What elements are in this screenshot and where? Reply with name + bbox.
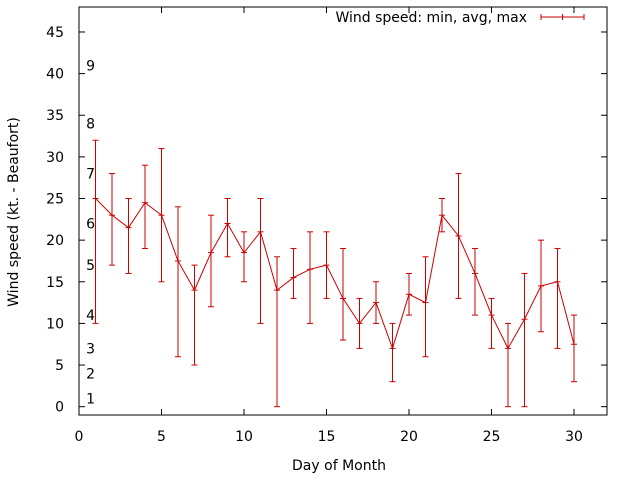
- plot-layer: [92, 139, 577, 408]
- beaufort-scale-label: 7: [86, 167, 95, 183]
- beaufort-scale-label: 5: [86, 258, 95, 274]
- x-tick-label: 25: [483, 429, 501, 445]
- x-tick-label: 5: [157, 429, 166, 445]
- y-tick-label: 30: [46, 150, 64, 166]
- x-tick-label: 30: [565, 429, 583, 445]
- x-tick-label: 10: [235, 429, 253, 445]
- beaufort-scale-label: 8: [86, 117, 95, 133]
- y-tick-label: 45: [46, 25, 64, 41]
- legend: Wind speed: min, avg, max: [335, 10, 585, 26]
- x-tick-label: 20: [400, 429, 418, 445]
- legend-swatch: [540, 14, 585, 20]
- y-tick-label: 20: [46, 233, 64, 249]
- avg-series-line: [95, 198, 575, 350]
- y-axis-label: Wind speed (kt. - Beaufort): [6, 117, 22, 307]
- x-axis-label: Day of Month: [292, 458, 386, 474]
- y-tick-label: 0: [55, 400, 64, 416]
- beaufort-scale-label: 9: [86, 58, 95, 74]
- beaufort-scale-label: 6: [86, 216, 95, 232]
- x-tick-label: 15: [318, 429, 336, 445]
- beaufort-scale-label: 4: [86, 308, 95, 324]
- plot-area-frame: [78, 6, 608, 416]
- y-tick-label: 25: [46, 192, 64, 208]
- beaufort-scale-label: 2: [86, 366, 95, 382]
- y-tick-label: 35: [46, 108, 64, 124]
- y-tick-label: 5: [55, 358, 64, 374]
- legend-label: Wind speed: min, avg, max: [335, 10, 527, 26]
- y-tick-label: 10: [46, 316, 64, 332]
- y-tick-label: 40: [46, 67, 64, 83]
- beaufort-scale-label: 3: [86, 341, 95, 357]
- x-tick-label: 0: [75, 429, 84, 445]
- y-tick-label: 15: [46, 275, 64, 291]
- beaufort-scale-label: 1: [86, 391, 95, 407]
